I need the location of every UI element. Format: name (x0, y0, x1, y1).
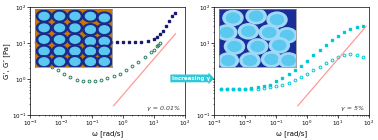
Text: γ = 5%: γ = 5% (341, 106, 364, 111)
X-axis label: ω [rad/s]: ω [rad/s] (276, 130, 307, 136)
Y-axis label: G’, G″ [Pa]: G’, G″ [Pa] (3, 43, 10, 79)
Text: γ = 0.01%: γ = 0.01% (147, 106, 180, 111)
X-axis label: ω [rad/s]: ω [rad/s] (92, 130, 123, 136)
Text: Increasing γ: Increasing γ (172, 76, 210, 81)
